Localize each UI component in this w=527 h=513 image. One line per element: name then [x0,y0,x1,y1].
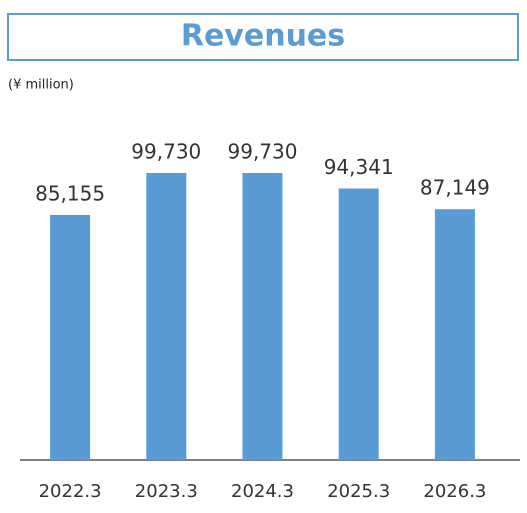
bar [146,173,187,460]
value-label: 85,155 [35,181,105,205]
x-tick-label: 2024.3 [231,481,294,502]
chart-title: Revenues [181,19,345,54]
bar [242,173,283,460]
x-tick-label: 2025.3 [327,481,390,502]
unit-label: (¥ million) [8,78,74,93]
x-tick-label: 2022.3 [39,481,102,502]
value-label: 87,149 [420,176,490,200]
bar [338,188,379,460]
bar [434,209,475,460]
title-box [7,13,519,61]
value-label: 94,341 [324,155,394,179]
x-tick-label: 2026.3 [423,481,486,502]
value-label: 99,730 [228,140,298,164]
x-tick-label: 2023.3 [135,481,198,502]
bar [50,214,91,460]
value-label: 99,730 [131,140,201,164]
